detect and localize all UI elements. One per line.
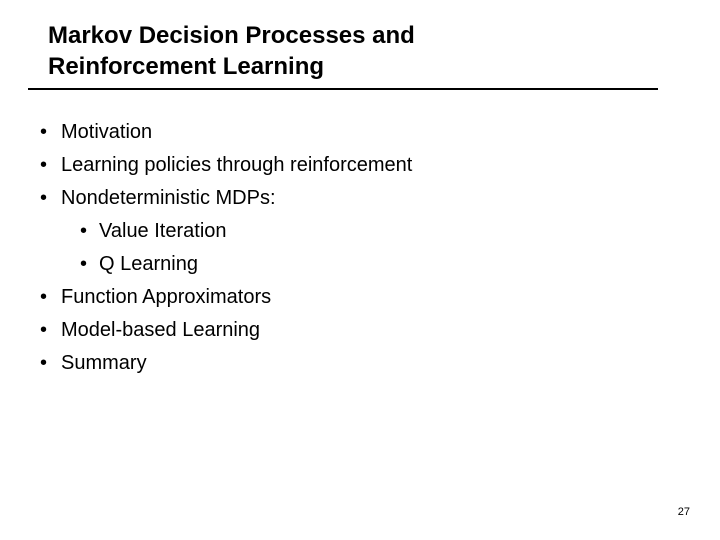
- bullet-icon: •: [40, 151, 47, 179]
- bullet-text: Function Approximators: [61, 283, 271, 311]
- page-number: 27: [678, 506, 690, 518]
- bullet-text: Motivation: [61, 118, 152, 146]
- bullet-text: Value Iteration: [99, 217, 227, 245]
- bullet-icon: •: [80, 217, 87, 245]
- bullet-text: Model-based Learning: [61, 316, 260, 344]
- bullet-icon: •: [40, 349, 47, 377]
- bullet-text: Summary: [61, 349, 147, 377]
- title-line-1: Markov Decision Processes and: [48, 22, 415, 49]
- list-item: • Model-based Learning: [40, 316, 720, 344]
- slide-container: Markov Decision Processes and Reinforcem…: [0, 0, 720, 540]
- list-item: • Q Learning: [80, 250, 720, 278]
- bullet-icon: •: [40, 118, 47, 146]
- list-item: • Function Approximators: [40, 283, 720, 311]
- bullet-icon: •: [40, 283, 47, 311]
- bullet-icon: •: [40, 184, 47, 212]
- list-item: • Learning policies through reinforcemen…: [40, 151, 720, 179]
- list-item: • Motivation: [40, 118, 720, 146]
- list-item: • Nondeterministic MDPs:: [40, 184, 720, 212]
- title-underline: [28, 88, 658, 90]
- bullet-text: Q Learning: [99, 250, 198, 278]
- bullet-text: Learning policies through reinforcement: [61, 151, 412, 179]
- bullet-icon: •: [80, 250, 87, 278]
- bullet-list: • Motivation • Learning policies through…: [40, 118, 720, 377]
- title-line-2: Reinforcement Learning: [48, 53, 324, 80]
- list-item: • Summary: [40, 349, 720, 377]
- list-item: • Value Iteration: [80, 217, 720, 245]
- bullet-text: Nondeterministic MDPs:: [61, 184, 276, 212]
- bullet-icon: •: [40, 316, 47, 344]
- slide-title: Markov Decision Processes and Reinforcem…: [40, 20, 720, 82]
